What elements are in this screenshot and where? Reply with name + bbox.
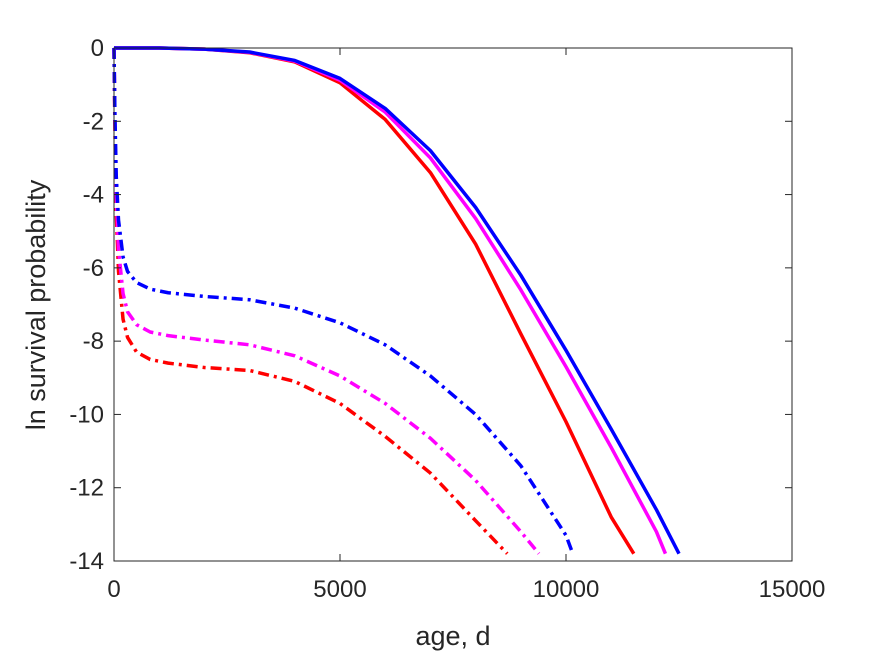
y-tick-label: 0: [91, 35, 104, 62]
series-line-4-dashdot: [112, 47, 509, 555]
series-line-6-dashdot: [112, 47, 575, 555]
y-tick-label: -12: [69, 475, 104, 502]
series-layer: [112, 46, 681, 555]
series-line-3-solid: [114, 46, 681, 555]
x-tick-label: 15000: [759, 576, 826, 603]
series-line-5-dashdot: [112, 47, 541, 555]
y-tick-label: -4: [83, 182, 104, 209]
ticks-layer: 0 5000 10000 15000 0 -2 -4 -6 -8 -10 -12 -14: [69, 35, 825, 603]
y-tick-label: -6: [83, 255, 104, 282]
x-tick-label: 0: [107, 576, 120, 603]
y-tick-label: -14: [69, 548, 104, 575]
x-tick-label: 10000: [533, 576, 600, 603]
plot-frame: [113, 47, 793, 562]
x-axis-label: age, d: [415, 621, 490, 651]
y-tick-label: -10: [69, 401, 104, 428]
x-tick-label: 5000: [313, 576, 366, 603]
series-line-1-solid: [114, 46, 636, 555]
y-axis-label: ln survival probability: [21, 179, 51, 430]
y-tick-label: -2: [83, 108, 104, 135]
y-tick-label: -8: [83, 328, 104, 355]
